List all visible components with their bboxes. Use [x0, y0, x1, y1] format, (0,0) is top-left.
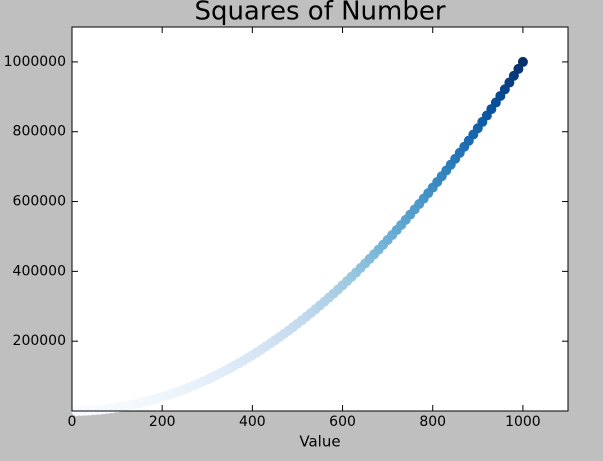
point: [517, 56, 528, 67]
y-tick-label: 200000: [13, 333, 66, 349]
y-tick-label: 400000: [13, 263, 66, 279]
chart-title: Squares of Number: [194, 0, 445, 27]
x-tick-label: 0: [68, 414, 77, 430]
x-tick-label: 1000: [505, 414, 541, 430]
y-tick-label: 800000: [13, 124, 66, 140]
axes-frame: [71, 26, 569, 412]
y-tick-label: 600000: [13, 194, 66, 210]
x-axis-label: Value: [299, 433, 340, 451]
x-tick-label: 600: [329, 414, 356, 430]
y-tick-label: 1000000: [4, 54, 66, 70]
plot-area: [72, 27, 568, 411]
x-tick-label: 800: [419, 414, 446, 430]
x-tick-label: 200: [149, 414, 176, 430]
x-tick-label: 400: [239, 414, 266, 430]
